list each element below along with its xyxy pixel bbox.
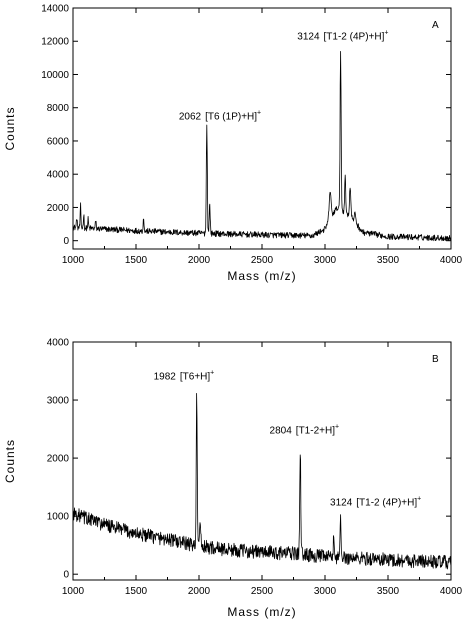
panel-a-y-axis-title: Counts: [3, 106, 17, 150]
peak-charge: +: [417, 496, 421, 503]
panel-a-plot-frame: [72, 7, 452, 250]
panel-b-spectrum-trace: [72, 393, 452, 570]
peak-mass: 2804: [270, 426, 293, 437]
panel-b-y-tick-label: 2000: [47, 454, 70, 465]
panel-a-x-tick-label: 3500: [377, 255, 400, 266]
panel-b-y-tick-label: 1000: [47, 512, 70, 523]
peak-charge: +: [384, 30, 388, 37]
panel-b-peak-annotation: 2804 [T1-2+H]+: [270, 424, 340, 437]
panel-a-y-tick-label: 14000: [41, 4, 69, 15]
panel-b-x-tick-label: 1500: [125, 586, 148, 597]
panel-a: 1000 1500 2000 2500 3000 3500 4000 0 2000 4000 600…: [3, 4, 463, 284]
peak-mass: 2062: [179, 111, 202, 122]
panel-b-plot-frame: [72, 341, 452, 581]
panel-b-peak-annotation: 1982 [T6+H]+: [154, 370, 215, 383]
peak-assignment: [T1-2 (4P)+H]: [356, 498, 417, 509]
panel-a-x-tick-label: 1500: [125, 255, 148, 266]
panel-a-spectrum-trace: [73, 51, 452, 242]
panel-b-letter: B: [432, 354, 439, 365]
peak-mass: 1982: [154, 372, 177, 383]
panel-b-x-tick-label: 2500: [251, 586, 274, 597]
panel-a-x-tick-label: 1000: [62, 255, 85, 266]
panel-b-x-tick-label: 4000: [440, 586, 463, 597]
peak-assignment: [T1-2+H]: [296, 426, 335, 437]
panel-b-y-tick-label: 3000: [47, 396, 70, 407]
panel-b-x-tick-label: 3000: [314, 586, 337, 597]
panel-b-x-axis-title: Mass (m/z): [227, 605, 296, 619]
panel-a-y-tick-label: 0: [63, 236, 69, 247]
panel-a-y-tick-label: 6000: [47, 136, 70, 147]
panel-b-y-axis-title: Counts: [3, 439, 17, 483]
panel-a-x-tick-label: 4000: [440, 255, 463, 266]
panel-a-peak-annotation: 3124 [T1-2 (4P)+H]+: [297, 30, 388, 43]
peak-mass: 3124: [297, 32, 320, 43]
panel-b-peak-annotation: 3124 [T1-2 (4P)+H]+: [330, 496, 421, 509]
panel-b-y-tick-label: 4000: [47, 338, 70, 349]
peak-assignment: [T6 (1P)+H]: [205, 111, 257, 122]
peak-assignment: [T6+H]: [180, 372, 211, 383]
panel-a-peak-annotation: 2062 [T6 (1P)+H]+: [179, 109, 261, 122]
panel-a-letter: A: [432, 20, 439, 31]
peak-assignment: [T1-2 (4P)+H]: [324, 32, 385, 43]
peak-charge: +: [210, 370, 214, 377]
panel-a-y-tick-label: 10000: [41, 70, 69, 81]
panel-b-x-tick-label: 1000: [62, 586, 85, 597]
panel-a-y-tick-label: 4000: [47, 170, 70, 181]
peak-charge: +: [335, 424, 339, 431]
peak-charge: +: [257, 109, 261, 116]
panel-a-x-tick-label: 2000: [188, 255, 211, 266]
panel-a-x-tick-label: 3000: [314, 255, 337, 266]
panel-b-y-tick-label: 0: [63, 570, 69, 581]
panel-b: 1000 1500 2000 2500 3000 3500 4000 0 1000 2000 300…: [3, 338, 463, 620]
panel-a-x-axis-title: Mass (m/z): [227, 269, 296, 283]
panel-b-x-tick-label: 2000: [188, 586, 211, 597]
peak-mass: 3124: [330, 498, 353, 509]
panel-a-y-tick-label: 8000: [47, 103, 70, 114]
panel-a-x-tick-label: 2500: [251, 255, 274, 266]
panel-a-y-tick-label: 12000: [41, 37, 69, 48]
panel-b-x-tick-label: 3500: [377, 586, 400, 597]
panel-a-y-tick-label: 2000: [47, 203, 70, 214]
